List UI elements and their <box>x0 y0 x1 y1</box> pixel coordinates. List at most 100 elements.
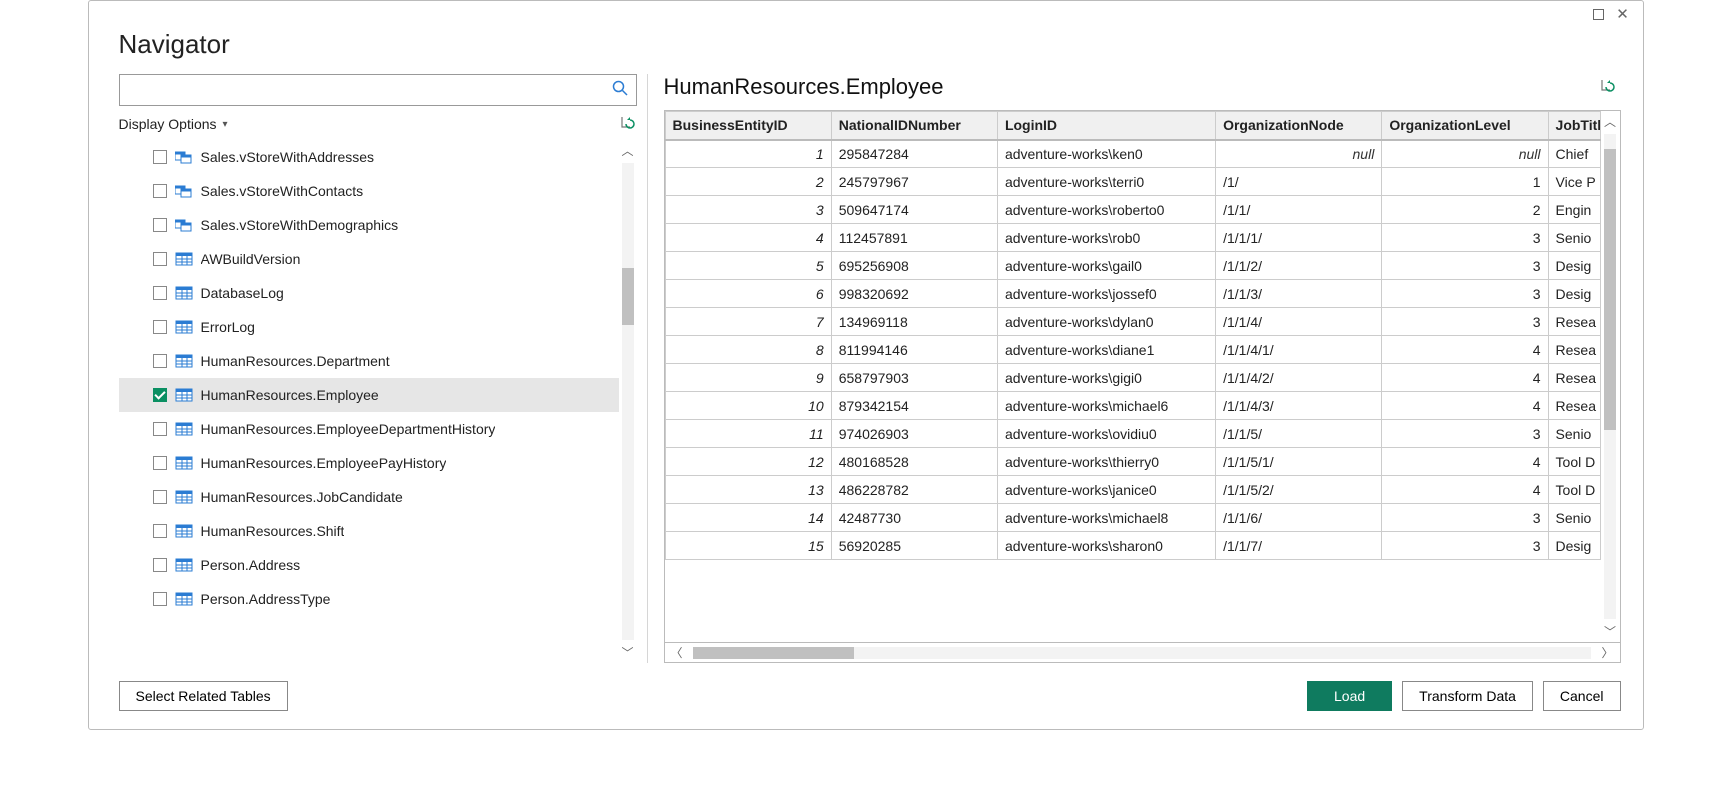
cell: 7 <box>665 308 831 336</box>
search-input[interactable] <box>128 81 612 99</box>
cell: 1 <box>665 140 831 168</box>
tree-item-checkbox[interactable] <box>153 558 167 572</box>
tree-item-checkbox[interactable] <box>153 218 167 232</box>
refresh-icon[interactable] <box>619 114 635 134</box>
table-row[interactable]: 3509647174adventure-works\roberto0/1/1/2… <box>665 196 1600 224</box>
tree-scrollbar[interactable]: ︿ ﹀ <box>619 140 637 663</box>
scroll-down-arrow[interactable]: ﹀ <box>1604 621 1616 642</box>
search-box[interactable] <box>119 74 637 106</box>
table-row[interactable]: 9658797903adventure-works\gigi0/1/1/4/2/… <box>665 364 1600 392</box>
scroll-track[interactable] <box>693 647 1592 659</box>
cell: Vice P <box>1548 168 1600 196</box>
cell: 3 <box>1382 252 1548 280</box>
grid-vertical-scrollbar[interactable]: ︿ ﹀ <box>1601 110 1621 643</box>
scroll-thumb[interactable] <box>622 268 634 325</box>
scroll-thumb[interactable] <box>1604 149 1616 430</box>
select-related-tables-button[interactable]: Select Related Tables <box>119 681 288 711</box>
scroll-track[interactable] <box>622 163 634 640</box>
cell: 112457891 <box>831 224 997 252</box>
load-button[interactable]: Load <box>1307 681 1392 711</box>
cell: 4 <box>1382 476 1548 504</box>
preview-refresh-icon[interactable] <box>1599 77 1615 97</box>
table-row[interactable]: 11974026903adventure-works\ovidiu0/1/1/5… <box>665 420 1600 448</box>
cell: adventure-works\gail0 <box>997 252 1215 280</box>
table-row[interactable]: 1442487730adventure-works\michael8/1/1/6… <box>665 504 1600 532</box>
tree-item-checkbox[interactable] <box>153 388 167 402</box>
scroll-up-arrow[interactable]: ︿ <box>621 140 633 161</box>
scroll-track[interactable] <box>1604 134 1616 619</box>
table-row[interactable]: 7134969118adventure-works\dylan0/1/1/4/3… <box>665 308 1600 336</box>
display-options-dropdown[interactable]: Display Options ▾ <box>119 116 228 132</box>
column-header[interactable]: JobTitle <box>1548 112 1600 140</box>
tree-item[interactable]: Person.Address <box>119 548 619 582</box>
window-maximize-button[interactable] <box>1587 5 1611 23</box>
scroll-up-arrow[interactable]: ︿ <box>1604 111 1616 132</box>
tree-item-checkbox[interactable] <box>153 184 167 198</box>
column-header[interactable]: OrganizationLevel <box>1382 112 1548 140</box>
scroll-right-arrow[interactable]: 〉 <box>1595 644 1619 661</box>
dialog-header: Navigator <box>89 23 1643 74</box>
tree-item-label: HumanResources.Shift <box>201 523 345 539</box>
object-tree[interactable]: Sales.vStoreWithAddressesSales.vStoreWit… <box>119 140 619 663</box>
table-row[interactable]: 4112457891adventure-works\rob0/1/1/1/3Se… <box>665 224 1600 252</box>
scroll-thumb[interactable] <box>693 647 855 659</box>
cell: Senio <box>1548 224 1600 252</box>
data-grid[interactable]: BusinessEntityIDNationalIDNumberLoginIDO… <box>664 110 1601 643</box>
scroll-left-arrow[interactable]: 〈 <box>665 644 689 661</box>
cell: Tool D <box>1548 448 1600 476</box>
tree-item[interactable]: HumanResources.EmployeeDepartmentHistory <box>119 412 619 446</box>
navigator-dialog: ✕ Navigator Display Options ▾ <box>88 0 1644 730</box>
grid-horizontal-scrollbar[interactable]: 〈 〉 <box>664 643 1621 663</box>
tree-item-checkbox[interactable] <box>153 150 167 164</box>
table-row[interactable]: 12480168528adventure-works\thierry0/1/1/… <box>665 448 1600 476</box>
table-row[interactable]: 8811994146adventure-works\diane1/1/1/4/1… <box>665 336 1600 364</box>
tree-item[interactable]: Sales.vStoreWithDemographics <box>119 208 619 242</box>
column-header[interactable]: LoginID <box>997 112 1215 140</box>
tree-item[interactable]: HumanResources.Employee <box>119 378 619 412</box>
tree-item[interactable]: HumanResources.EmployeePayHistory <box>119 446 619 480</box>
window-close-button[interactable]: ✕ <box>1611 5 1635 23</box>
tree-item[interactable]: DatabaseLog <box>119 276 619 310</box>
cell: 4 <box>1382 392 1548 420</box>
tree-item-checkbox[interactable] <box>153 286 167 300</box>
scroll-down-arrow[interactable]: ﹀ <box>621 642 633 663</box>
cell: 3 <box>1382 224 1548 252</box>
cell: 11 <box>665 420 831 448</box>
tree-item[interactable]: HumanResources.Shift <box>119 514 619 548</box>
tree-item-checkbox[interactable] <box>153 592 167 606</box>
tree-item-checkbox[interactable] <box>153 252 167 266</box>
table-row[interactable]: 10879342154adventure-works\michael6/1/1/… <box>665 392 1600 420</box>
tree-item[interactable]: HumanResources.Department <box>119 344 619 378</box>
search-icon[interactable] <box>612 80 628 101</box>
tree-item-checkbox[interactable] <box>153 354 167 368</box>
tree-item-checkbox[interactable] <box>153 422 167 436</box>
tree-item[interactable]: HumanResources.JobCandidate <box>119 480 619 514</box>
transform-data-button[interactable]: Transform Data <box>1402 681 1533 711</box>
tree-item-checkbox[interactable] <box>153 490 167 504</box>
tree-item-checkbox[interactable] <box>153 320 167 334</box>
column-header[interactable]: OrganizationNode <box>1216 112 1382 140</box>
tree-item-checkbox[interactable] <box>153 456 167 470</box>
cell: 879342154 <box>831 392 997 420</box>
cell: 4 <box>1382 364 1548 392</box>
tree-item[interactable]: ErrorLog <box>119 310 619 344</box>
cancel-button[interactable]: Cancel <box>1543 681 1621 711</box>
column-header[interactable]: BusinessEntityID <box>665 112 831 140</box>
cell: 695256908 <box>831 252 997 280</box>
table-row[interactable]: 5695256908adventure-works\gail0/1/1/2/3D… <box>665 252 1600 280</box>
tree-item[interactable]: Sales.vStoreWithContacts <box>119 174 619 208</box>
tree-item[interactable]: Sales.vStoreWithAddresses <box>119 140 619 174</box>
tree-item-checkbox[interactable] <box>153 524 167 538</box>
table-row[interactable]: 1556920285adventure-works\sharon0/1/1/7/… <box>665 532 1600 560</box>
cell: adventure-works\terri0 <box>997 168 1215 196</box>
tree-item-label: HumanResources.EmployeePayHistory <box>201 455 447 471</box>
table-row[interactable]: 13486228782adventure-works\janice0/1/1/5… <box>665 476 1600 504</box>
cell: 480168528 <box>831 448 997 476</box>
cell: adventure-works\jossef0 <box>997 280 1215 308</box>
table-row[interactable]: 1295847284adventure-works\ken0nullnullCh… <box>665 140 1600 168</box>
column-header[interactable]: NationalIDNumber <box>831 112 997 140</box>
tree-item[interactable]: Person.AddressType <box>119 582 619 616</box>
table-row[interactable]: 6998320692adventure-works\jossef0/1/1/3/… <box>665 280 1600 308</box>
tree-item[interactable]: AWBuildVersion <box>119 242 619 276</box>
table-row[interactable]: 2245797967adventure-works\terri0/1/1Vice… <box>665 168 1600 196</box>
